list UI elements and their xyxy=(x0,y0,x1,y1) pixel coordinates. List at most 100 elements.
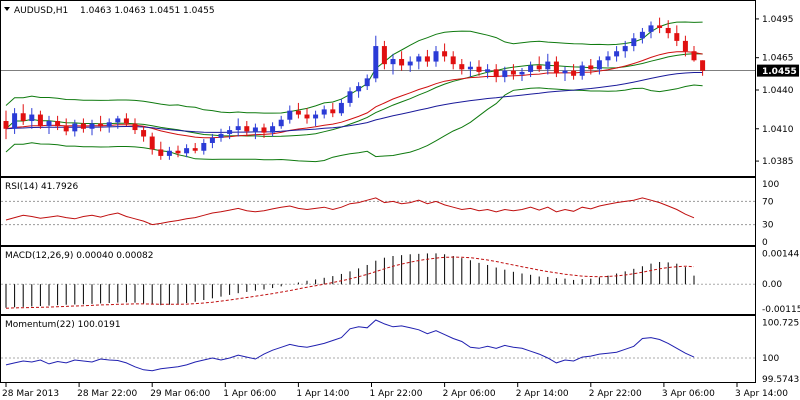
candle-body xyxy=(295,110,301,115)
candle xyxy=(29,108,35,129)
candle xyxy=(364,74,370,90)
candle-body xyxy=(313,114,319,119)
candle-body xyxy=(20,113,26,122)
candle xyxy=(132,118,138,134)
candle xyxy=(80,118,86,133)
momentum-tick-label: 100 xyxy=(762,354,779,364)
candle xyxy=(381,40,387,70)
candle-body xyxy=(562,70,568,74)
candle-body xyxy=(356,86,362,92)
candle-body xyxy=(364,78,370,87)
ohlc-values: 1.0463 1.0463 1.0451 1.0455 xyxy=(80,6,215,16)
candle-body xyxy=(700,60,706,71)
price-indicators xyxy=(5,21,703,163)
candle-body xyxy=(287,110,293,120)
candle xyxy=(700,60,706,76)
candle-body xyxy=(588,65,594,70)
candle xyxy=(657,17,663,34)
price-tick-label: 1.0440 xyxy=(762,86,794,96)
candle-body xyxy=(338,102,344,114)
moving-average-fast-line xyxy=(5,51,703,139)
price-header: AUDUSD,H1 1.0463 1.0463 1.0451 1.0455 xyxy=(4,6,215,16)
candle-body xyxy=(37,114,43,127)
candle-body xyxy=(399,58,405,66)
candle xyxy=(476,60,482,76)
candle-body xyxy=(657,25,663,28)
candle xyxy=(63,118,69,136)
candle xyxy=(407,56,413,72)
candle-body xyxy=(55,121,61,127)
candle xyxy=(588,58,594,75)
momentum-title: Momentum(22) 100.0191 xyxy=(5,320,121,330)
candle xyxy=(648,21,654,39)
candle-body xyxy=(209,137,215,143)
time-tick-label: 2 Apr 06:00 xyxy=(443,389,496,399)
candle-body xyxy=(132,123,138,131)
rsi-tick-label: 0 xyxy=(762,238,768,248)
candle-body xyxy=(72,123,78,132)
candle-body xyxy=(528,65,534,72)
candle xyxy=(72,119,78,137)
rsi-title: RSI(14) 41.7926 xyxy=(5,182,78,192)
candle-body xyxy=(321,109,327,115)
candle xyxy=(493,64,499,83)
price-tick-label: 1.0465 xyxy=(762,54,794,64)
candle xyxy=(278,115,284,129)
macd-signal-line xyxy=(5,256,695,309)
price-tick-label: 1.0495 xyxy=(762,15,794,25)
candle-body xyxy=(476,66,482,72)
candle xyxy=(201,139,207,155)
candle xyxy=(209,133,215,149)
candle-body xyxy=(648,25,654,32)
candle xyxy=(244,121,250,137)
candle-body xyxy=(304,114,310,119)
candle xyxy=(433,46,439,67)
candle-body xyxy=(347,91,353,103)
bollinger-middle-line xyxy=(5,53,703,137)
candle xyxy=(485,64,491,79)
candle xyxy=(46,115,52,134)
candle-body xyxy=(80,123,86,129)
candle-body xyxy=(450,56,456,65)
price-candles xyxy=(3,17,706,160)
candle-body xyxy=(106,122,112,127)
candle xyxy=(579,61,585,80)
rsi-line xyxy=(5,197,695,226)
candle xyxy=(330,102,336,118)
candle xyxy=(158,141,164,160)
candle-body xyxy=(467,66,473,70)
candle-body xyxy=(218,133,224,138)
candle xyxy=(295,102,301,119)
bollinger-lower-line xyxy=(5,84,703,163)
candle-body xyxy=(433,51,439,62)
candle-body xyxy=(12,113,18,129)
candle-body xyxy=(510,70,516,75)
macd-title: MACD(12,26,9) 0.00040 0.00082 xyxy=(5,251,154,261)
macd-panel-frame xyxy=(0,246,756,315)
macd-tick-label: 0.00144 xyxy=(762,249,799,259)
candle-body xyxy=(373,46,379,79)
candle xyxy=(106,118,112,133)
candle xyxy=(450,51,456,70)
candle-body xyxy=(158,149,164,156)
candle xyxy=(55,115,61,131)
candle xyxy=(399,51,405,71)
candle xyxy=(596,56,602,75)
candle xyxy=(12,108,18,134)
candle xyxy=(691,46,697,62)
candle-body xyxy=(270,126,276,133)
candle xyxy=(192,142,198,154)
dropdown-triangle-icon[interactable] xyxy=(4,7,10,11)
time-tick-label: 2 Apr 14:00 xyxy=(516,389,569,399)
candle-body xyxy=(605,56,611,61)
candle xyxy=(356,82,362,98)
price-tick-label: 1.0385 xyxy=(762,157,794,167)
candle-body xyxy=(235,126,241,131)
candle-body xyxy=(141,130,147,137)
candle xyxy=(622,40,628,58)
candle-body xyxy=(46,121,52,127)
time-tick-label: 3 Apr 06:00 xyxy=(662,389,715,399)
candle xyxy=(235,118,241,137)
candle xyxy=(123,113,129,127)
candle-body xyxy=(244,126,250,132)
